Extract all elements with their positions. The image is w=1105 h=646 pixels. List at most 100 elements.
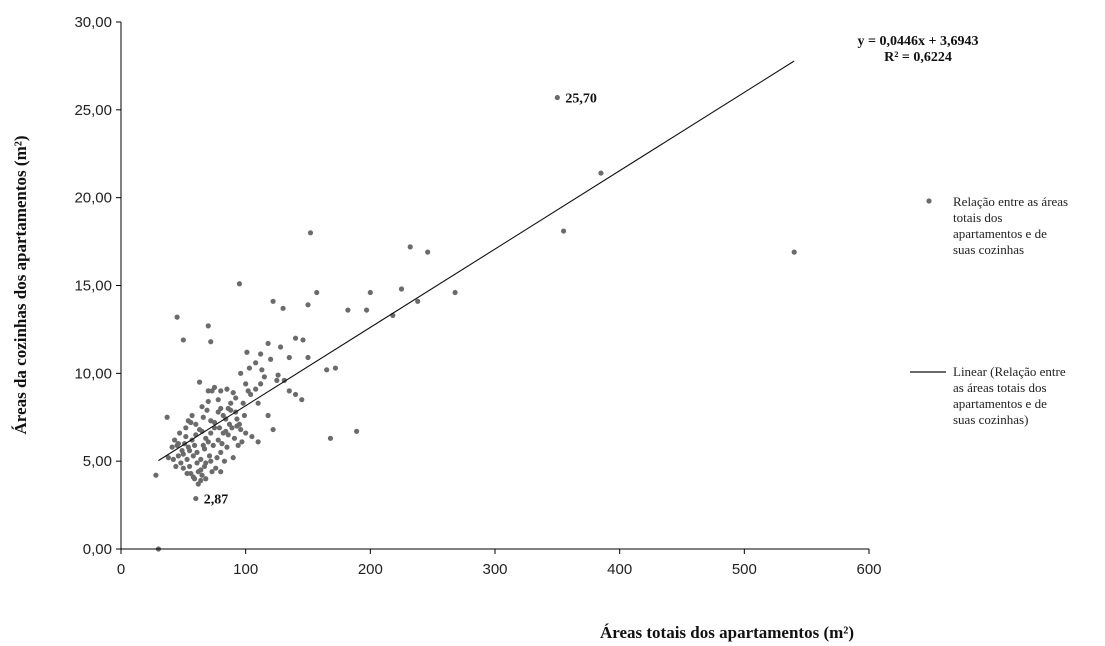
data-point (238, 426, 244, 433)
data-point (243, 381, 249, 387)
data-point (238, 370, 244, 376)
data-point (199, 404, 205, 410)
data-point (208, 430, 214, 436)
data-point (228, 400, 234, 406)
trendline (158, 60, 795, 462)
data-point (204, 407, 210, 413)
data-point (300, 337, 306, 343)
data-point (193, 421, 199, 427)
trendline-layer (158, 60, 795, 462)
data-point (176, 430, 183, 436)
data-point (265, 412, 271, 419)
y-tick-label: 10,00 (74, 365, 112, 382)
data-point (184, 456, 190, 463)
y-tick-label: 30,00 (74, 14, 112, 31)
data-point (172, 437, 178, 443)
data-point (185, 418, 191, 424)
data-point (218, 388, 224, 394)
x-tick-label: 400 (607, 561, 632, 578)
tick-labels: 0 100 200 300 400 500 600 0,00 5,00 10,00 15,00 20,… (74, 14, 881, 578)
r-squared-label: R² = 0,6224 (884, 50, 952, 65)
data-point (173, 463, 179, 470)
data-point (345, 307, 351, 313)
data-point (231, 435, 238, 441)
data-point (258, 351, 264, 357)
x-tick-label: 300 (482, 561, 507, 578)
data-point (275, 372, 281, 378)
data-point (261, 374, 267, 380)
data-point (292, 391, 299, 398)
data-point (327, 435, 334, 441)
data-point (225, 405, 231, 412)
data-point (205, 398, 211, 405)
data-point (598, 170, 604, 176)
data-point (186, 448, 193, 454)
data-point (363, 307, 370, 313)
data-point (203, 435, 209, 441)
data-point (274, 377, 280, 383)
data-point (255, 439, 261, 445)
data-point (186, 463, 193, 470)
data-point (206, 453, 213, 459)
x-tick-label: 500 (732, 561, 757, 578)
data-point (234, 416, 240, 422)
data-point (425, 249, 431, 255)
data-point (178, 460, 184, 466)
data-point (165, 455, 171, 461)
data-point (215, 409, 221, 415)
data-point (398, 286, 405, 292)
point-annotation: 25,70 (565, 92, 597, 107)
data-point (234, 423, 240, 429)
data-point (314, 289, 320, 296)
x-tick-label: 100 (233, 561, 258, 578)
data-point (191, 476, 198, 482)
data-point (174, 314, 180, 320)
data-point (233, 395, 239, 401)
data-point (258, 381, 264, 387)
data-point (208, 418, 214, 424)
data-point (270, 298, 276, 304)
data-point (245, 388, 251, 394)
data-point (203, 476, 209, 482)
data-point (415, 298, 421, 304)
data-point (253, 386, 259, 392)
data-point (224, 386, 230, 392)
data-point (268, 356, 274, 362)
data-point (215, 397, 221, 403)
x-tick-label: 0 (117, 561, 125, 578)
data-point (286, 354, 292, 361)
data-point (190, 453, 196, 459)
data-point (218, 469, 224, 475)
equation-label: y = 0,0446x + 3,6943 (858, 34, 979, 49)
data-point (240, 400, 246, 406)
data-point (198, 456, 204, 463)
data-point (253, 360, 259, 366)
data-point (175, 453, 181, 459)
y-tick-label: 25,00 (74, 102, 112, 119)
data-point (153, 472, 159, 478)
y-tick-label: 0,00 (83, 541, 112, 558)
data-point (224, 444, 230, 450)
data-point (452, 289, 458, 296)
data-point (305, 302, 311, 308)
data-point (199, 472, 205, 478)
data-point (246, 365, 253, 371)
data-point (180, 465, 186, 471)
data-point (225, 432, 231, 438)
data-point (208, 339, 214, 345)
data-point (183, 433, 189, 440)
data-point (209, 469, 215, 475)
data-point (170, 456, 176, 463)
data-point (407, 244, 413, 250)
data-point (215, 437, 221, 443)
data-point (205, 388, 211, 394)
data-point (305, 354, 311, 361)
data-point (205, 323, 211, 329)
data-point (210, 442, 216, 448)
data-point (198, 477, 204, 484)
data-point (229, 425, 235, 431)
data-point (200, 442, 206, 448)
data-point (241, 412, 248, 419)
data-point (292, 335, 299, 341)
